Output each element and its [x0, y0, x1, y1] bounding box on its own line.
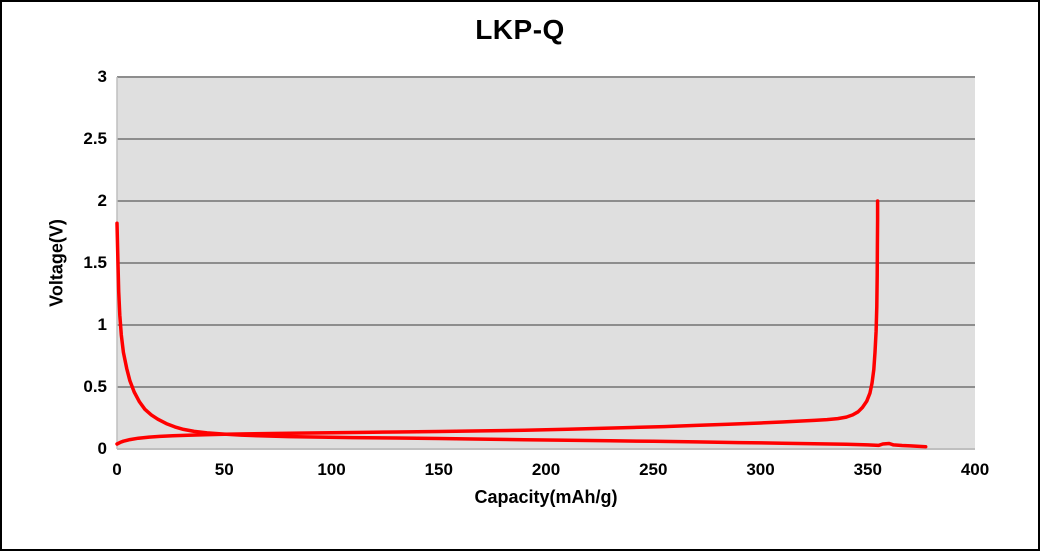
x-tick-label: 50 [214, 460, 234, 479]
chart-title: LKP-Q [475, 14, 565, 45]
y-tick-label: 2.5 [83, 129, 107, 148]
y-tick-label: 1.5 [83, 253, 107, 272]
x-tick-label: 100 [317, 460, 346, 479]
x-tick-label: 150 [424, 460, 453, 479]
y-tick-label: 2 [97, 191, 107, 210]
x-tick-label: 300 [746, 460, 775, 479]
x-tick-label: 400 [960, 460, 990, 479]
series-charge-curve [115, 199, 880, 446]
x-tick-label: 0 [112, 460, 122, 479]
x-tick-label: 200 [531, 460, 561, 479]
x-tick-label: 350 [853, 460, 882, 479]
y-tick-label: 0 [97, 439, 107, 458]
y-tick-label: 3 [97, 67, 107, 86]
x-tick-label: 250 [639, 460, 668, 479]
y-tick-label: 1 [97, 315, 107, 334]
x-axis-title: Capacity(mAh/g) [474, 487, 618, 507]
series-discharge-curve [115, 221, 928, 449]
y-tick-label: 0.5 [83, 377, 107, 396]
